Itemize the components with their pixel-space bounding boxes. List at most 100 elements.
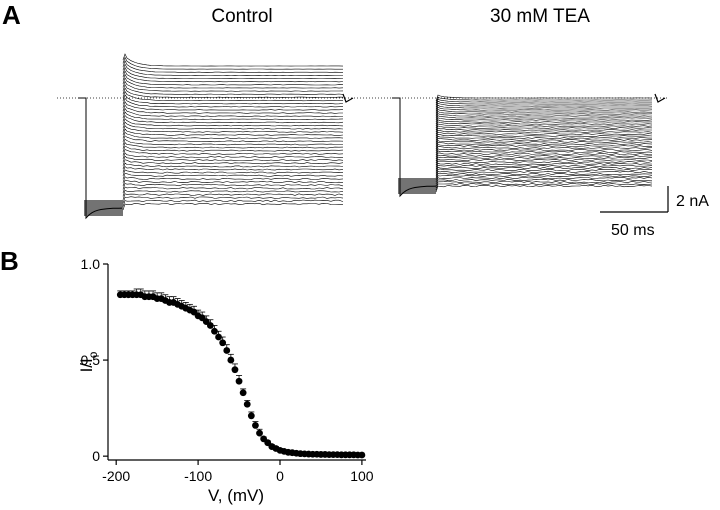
tea-sweep [435,180,653,188]
control-sweep [122,176,344,183]
tea-sweep [435,170,653,178]
tea-sweep [435,158,653,166]
iv-axes: -200 -100 0 100 0 0.5 1.0 [81,256,374,484]
data-point [243,400,251,408]
iv-plot: -200 -100 0 100 0 0.5 1.0 V, (mV) I/Io [77,256,374,505]
tea-sweep [435,144,653,151]
control-sweep [122,202,344,211]
tea-sweep [435,148,653,155]
control-traces [78,53,354,220]
scale-current-label: 2 nA [676,193,709,210]
control-sweep [122,162,344,170]
tea-sweep [435,104,653,112]
data-point [235,377,243,385]
tea-sweep [435,140,653,147]
control-title: Control [211,6,272,27]
tea-sweep [435,174,653,182]
tea-sweep [435,115,653,122]
panel-b-letter: B [0,246,19,276]
x-tick-label: 100 [350,468,374,484]
tea-sweep [435,109,652,116]
y-tick-label: 1.0 [81,256,101,272]
control-sweep [122,101,344,111]
tea-title: 30 mM TEA [490,6,590,27]
x-tick-label: 0 [276,468,284,484]
tea-sweep [435,184,653,193]
tea-traces [392,93,666,198]
data-point [215,333,222,341]
tea-tail [654,93,666,103]
control-sweep [122,165,344,173]
tea-sweep [435,98,653,106]
tea-sweep [435,125,653,133]
control-sweep [122,83,344,95]
iv-points [116,291,366,459]
x-tick-label: -200 [102,468,130,484]
control-sweep [122,169,344,176]
y-axis-label-main: I/I [77,358,96,372]
scale-bar: 2 nA 50 ms [600,186,709,239]
control-sweep [122,77,344,89]
tea-sweep [435,107,653,114]
tea-sweep [435,154,653,162]
tea-sweep [435,121,653,128]
tea-sweep [435,172,653,180]
control-sweep [122,159,344,166]
control-sweep [122,118,344,127]
control-sweep [122,94,344,105]
panel-a-letter: A [2,0,21,30]
data-point [247,412,255,420]
control-sweep [122,80,344,92]
control-sweep [122,107,343,117]
data-point [256,429,263,437]
tea-sweep [435,133,653,141]
control-sweep [122,111,344,121]
y-axis-label-subscript: o [86,351,100,358]
tea-sweep [435,113,653,120]
tea-sweep [435,138,653,145]
tea-sweep [435,152,653,159]
data-point [223,347,231,354]
control-sweep [122,70,344,83]
control-sweep [122,63,343,76]
tea-sweep [435,178,653,186]
control-sweep [122,155,344,163]
control-sweep [122,186,344,194]
data-point [239,389,247,397]
tea-sweep [435,119,652,126]
tea-sweep [435,96,653,104]
control-prepulse-band [84,200,123,216]
control-sweep [122,142,344,149]
control-sweep [122,97,343,108]
tea-sweep [435,160,653,168]
data-point [227,356,235,364]
control-sweep [122,138,343,146]
control-sweep [122,172,344,180]
tea-sweep [435,164,653,172]
control-sweep [122,104,343,114]
control-sweep [122,87,344,98]
control-sweep [122,128,344,136]
control-sweep [122,199,344,207]
control-sweep [122,56,343,70]
tea-sweep [435,131,653,139]
tea-sweep [435,146,653,153]
y-tick-label: 0 [92,448,100,464]
data-point [211,327,218,335]
tea-sweep [435,142,653,149]
control-sweep [122,125,344,133]
tea-sweep [435,111,653,118]
tea-sweep [435,166,653,174]
tea-sweep [435,117,653,124]
control-sweep [122,179,344,187]
tea-sweep [435,150,653,157]
control-sweep [122,66,344,80]
tea-sweep [435,162,653,170]
data-point [219,339,227,347]
tea-prepulse-band [398,178,436,194]
data-point [252,422,259,429]
data-point [206,322,214,329]
tea-sweep [435,182,653,190]
